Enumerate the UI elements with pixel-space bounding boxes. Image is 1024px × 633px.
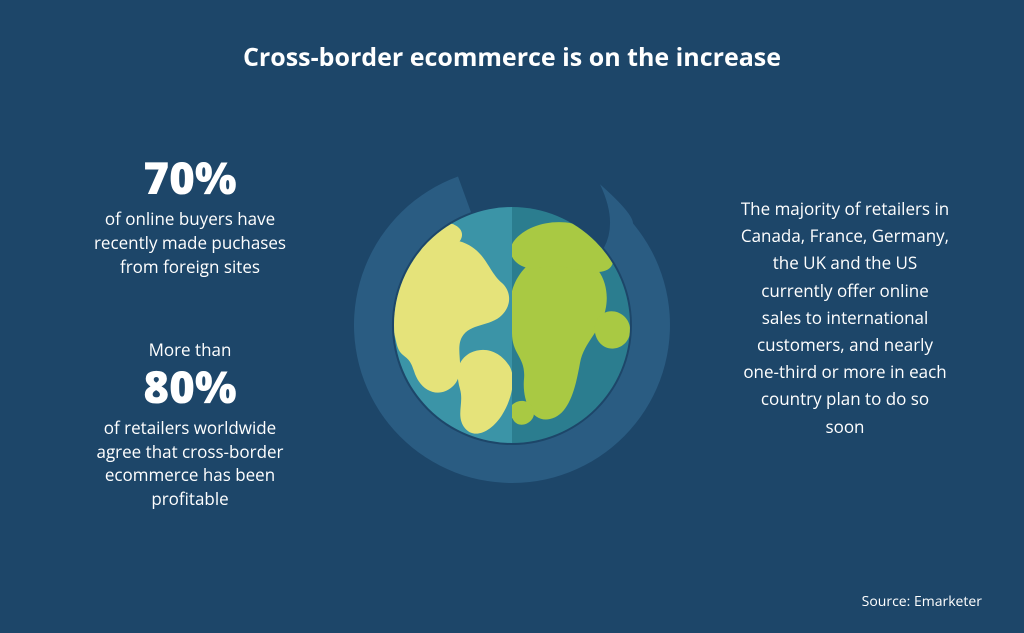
globe-svg <box>352 165 672 485</box>
right-paragraph: The majority of retailers in Canada, Fra… <box>740 195 950 440</box>
stat-70-desc: of online buyers have recently made puch… <box>80 207 300 278</box>
stat-80-value: 80% <box>80 364 300 408</box>
page-title: Cross-border ecommerce is on the increas… <box>0 40 1024 74</box>
stat-80-desc: of retailers worldwide agree that cross-… <box>80 416 300 511</box>
source-credit: Source: Emarketer <box>862 592 982 611</box>
stat-70-value: 70% <box>80 155 300 199</box>
stat-70-percent: 70% of online buyers have recently made … <box>80 155 300 278</box>
stat-80-percent: More than 80% of retailers worldwide agr… <box>80 338 300 511</box>
infographic-canvas: Cross-border ecommerce is on the increas… <box>0 0 1024 633</box>
globe-icon <box>352 165 672 485</box>
